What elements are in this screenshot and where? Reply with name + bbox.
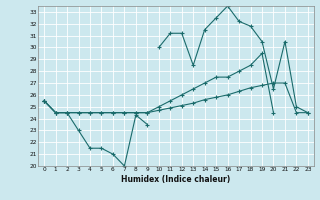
X-axis label: Humidex (Indice chaleur): Humidex (Indice chaleur) [121, 175, 231, 184]
